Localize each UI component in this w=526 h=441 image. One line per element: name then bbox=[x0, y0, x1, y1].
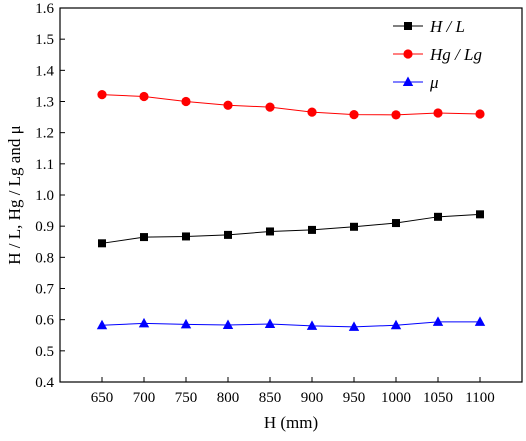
legend-marker bbox=[403, 49, 413, 59]
x-tick-label: 1000 bbox=[381, 390, 411, 406]
y-tick-label: 0.9 bbox=[35, 219, 54, 235]
data-point bbox=[474, 316, 486, 326]
y-tick-label: 1.2 bbox=[35, 126, 54, 142]
data-point bbox=[349, 109, 359, 120]
y-tick-label: 1.6 bbox=[35, 1, 54, 17]
x-tick-label: 1100 bbox=[465, 390, 494, 406]
legend-item: Hg / Lg bbox=[393, 45, 482, 64]
data-point bbox=[391, 110, 401, 120]
x-tick-label: 950 bbox=[343, 390, 366, 406]
data-point bbox=[138, 317, 150, 328]
data-point bbox=[306, 320, 318, 330]
data-point bbox=[307, 107, 317, 117]
data-point bbox=[224, 230, 232, 239]
series-0 bbox=[98, 210, 484, 248]
legend-marker bbox=[402, 76, 414, 86]
data-point bbox=[390, 319, 402, 330]
data-point bbox=[182, 232, 190, 241]
legend-label: H / L bbox=[429, 17, 465, 36]
data-point bbox=[180, 318, 192, 329]
y-axis-title: H / L, Hg / Lg and μ bbox=[5, 125, 24, 264]
x-tick-label: 650 bbox=[91, 390, 114, 406]
series-layer bbox=[96, 90, 486, 331]
data-point bbox=[392, 219, 400, 228]
data-point bbox=[350, 222, 358, 231]
data-point bbox=[264, 318, 276, 329]
data-point bbox=[222, 319, 234, 329]
y-tick-label: 1.5 bbox=[35, 32, 54, 48]
data-point bbox=[98, 239, 106, 248]
data-point bbox=[140, 233, 148, 242]
data-point bbox=[308, 225, 316, 234]
y-tick-label: 1.1 bbox=[35, 157, 54, 173]
y-tick-label: 0.8 bbox=[35, 250, 54, 266]
data-point bbox=[139, 91, 149, 102]
x-axis: 650 700 750 800 850 900 950 1000 1050 1100 bbox=[91, 377, 495, 406]
x-tick-label: 700 bbox=[133, 390, 156, 406]
x-tick-label: 800 bbox=[217, 390, 240, 406]
x-tick-label: 1050 bbox=[423, 390, 453, 406]
y-axis: 0.4 0.5 0.6 0.7 0.8 0.9 1.0 1.1 1.2 1.3 1.4 1.5 1.6 bbox=[35, 1, 65, 391]
data-point bbox=[97, 90, 107, 100]
data-point bbox=[434, 212, 442, 221]
legend-label: Hg / Lg bbox=[429, 45, 482, 64]
plot-frame bbox=[59, 7, 523, 383]
x-tick-label: 850 bbox=[259, 390, 282, 406]
y-tick-label: 1.3 bbox=[35, 95, 54, 111]
y-tick-label: 1.4 bbox=[35, 63, 54, 79]
data-point bbox=[433, 108, 443, 118]
series-2 bbox=[96, 316, 486, 331]
legend: H / L Hg / Lg μ bbox=[393, 17, 482, 92]
data-point bbox=[223, 100, 233, 110]
data-point bbox=[475, 109, 485, 119]
data-point bbox=[181, 96, 191, 107]
y-tick-label: 0.5 bbox=[35, 344, 54, 360]
series-line bbox=[101, 321, 480, 328]
data-point bbox=[476, 210, 484, 219]
data-point bbox=[348, 321, 360, 331]
legend-marker bbox=[404, 22, 412, 30]
series-line bbox=[101, 94, 481, 116]
data-point bbox=[432, 316, 444, 326]
y-tick-label: 1.0 bbox=[35, 188, 54, 204]
legend-item: H / L bbox=[393, 17, 465, 36]
legend-label: μ bbox=[429, 73, 439, 92]
data-point bbox=[96, 319, 108, 330]
y-tick-label: 0.4 bbox=[35, 375, 54, 391]
data-point bbox=[265, 102, 275, 112]
y-tick-label: 0.7 bbox=[35, 282, 54, 298]
series-line bbox=[101, 213, 481, 244]
series-1 bbox=[97, 90, 485, 120]
x-tick-label: 750 bbox=[175, 390, 198, 406]
y-tick-label: 0.6 bbox=[35, 313, 54, 329]
x-axis-title: H (mm) bbox=[264, 413, 318, 432]
legend-item: μ bbox=[393, 73, 439, 92]
x-tick-label: 900 bbox=[301, 390, 324, 406]
data-point bbox=[266, 227, 274, 236]
